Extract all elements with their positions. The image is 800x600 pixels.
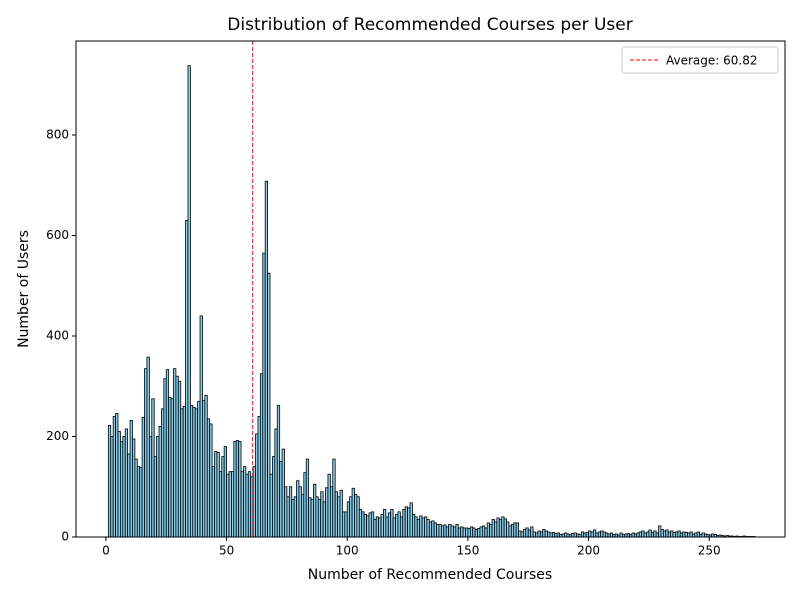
x-tick-label: 150 bbox=[456, 544, 479, 558]
y-tick-label: 800 bbox=[46, 127, 69, 141]
plot-frame bbox=[75, 40, 786, 538]
x-tick-label: 200 bbox=[577, 544, 600, 558]
x-tick-label: 0 bbox=[102, 544, 110, 558]
x-axis-label: Number of Recommended Courses bbox=[308, 567, 552, 583]
y-axis-label: Number of Users bbox=[16, 230, 32, 348]
legend-box bbox=[621, 46, 779, 74]
y-tick-label: 600 bbox=[46, 228, 69, 242]
chart-title: Distribution of Recommended Courses per … bbox=[227, 15, 632, 35]
y-tick-label: 0 bbox=[61, 530, 69, 544]
legend-label: Average: 60.82 bbox=[666, 54, 758, 68]
y-tick-label: 400 bbox=[46, 328, 69, 342]
x-tick-label: 250 bbox=[698, 544, 721, 558]
x-tick-label: 100 bbox=[336, 544, 359, 558]
x-tick-label: 50 bbox=[219, 544, 234, 558]
y-tick-label: 200 bbox=[46, 429, 69, 443]
